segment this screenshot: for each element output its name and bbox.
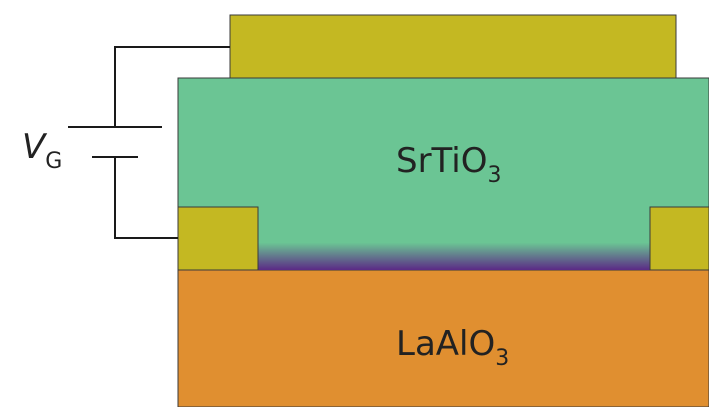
gate-wire-bottom <box>114 157 178 239</box>
top-gate-electrode <box>229 14 677 79</box>
laalo3-substrate <box>177 269 709 407</box>
right-contact-electrode <box>649 206 709 271</box>
srtio3-sub: 3 <box>488 163 502 188</box>
srtio3-main: SrTiO <box>396 141 488 181</box>
interface-channel <box>258 228 650 270</box>
gate-voltage-main: V <box>22 127 48 167</box>
gate-voltage-label: VG <box>22 127 62 174</box>
laalo3-sub: 3 <box>495 346 509 371</box>
gate-wire-top <box>114 46 230 127</box>
left-contact-electrode <box>177 206 259 271</box>
srtio3-label: SrTiO3 <box>396 141 502 188</box>
laalo3-main: LaAlO <box>396 324 495 364</box>
laalo3-label: LaAlO3 <box>396 324 509 371</box>
gate-voltage-sub: G <box>45 149 62 174</box>
